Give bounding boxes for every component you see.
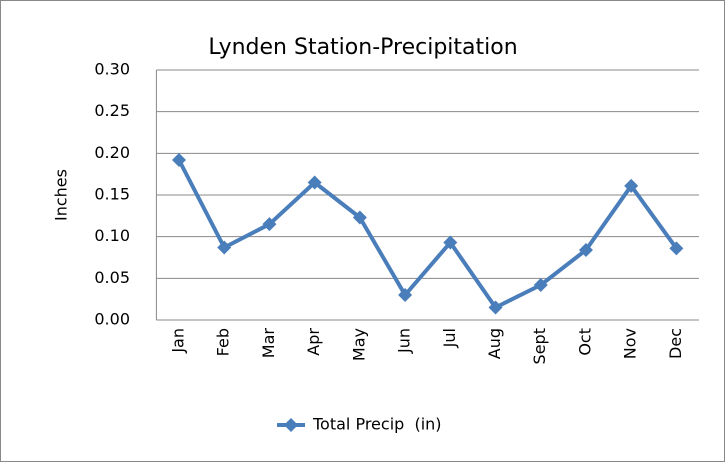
y-tick-label: 0.15	[94, 185, 130, 204]
y-tick-label: 0.30	[94, 60, 130, 79]
chart-title: Lynden Station-Precipitation	[208, 35, 517, 60]
marker	[262, 217, 277, 232]
y-axis-label: Inches	[52, 169, 71, 221]
y-tick-label: 0.05	[94, 268, 130, 287]
x-tick-label: Jun	[395, 328, 414, 354]
x-tick-label: Jul	[440, 328, 459, 348]
y-tick-label: 0.00	[94, 310, 130, 329]
marker	[533, 278, 548, 292]
x-tick-label: Sept	[530, 328, 549, 364]
marker	[172, 153, 187, 167]
y-tick-label: 0.20	[94, 143, 130, 162]
x-tick-label: Feb	[214, 328, 233, 356]
x-tick-label: Jan	[169, 328, 188, 354]
x-tick-label: Mar	[259, 328, 278, 359]
marker	[624, 178, 639, 193]
x-tick-label: Oct	[575, 328, 594, 356]
marker	[443, 235, 458, 250]
marker	[398, 288, 413, 302]
marker	[669, 241, 684, 256]
marker	[217, 240, 232, 255]
marker	[488, 300, 503, 315]
legend-marker	[284, 418, 298, 432]
marker	[352, 210, 367, 225]
marker	[578, 243, 593, 257]
y-tick-label: 0.25	[94, 101, 130, 120]
x-tick-label: Dec	[666, 328, 685, 359]
y-tick-label: 0.10	[94, 226, 130, 245]
legend-label: Total Precip (in)	[312, 415, 442, 434]
x-tick-label: Nov	[621, 328, 640, 359]
x-tick-label: Apr	[304, 328, 323, 356]
marker	[307, 175, 322, 190]
x-tick-label: May	[349, 328, 368, 361]
x-tick-label: Aug	[485, 328, 504, 359]
line	[177, 159, 679, 310]
